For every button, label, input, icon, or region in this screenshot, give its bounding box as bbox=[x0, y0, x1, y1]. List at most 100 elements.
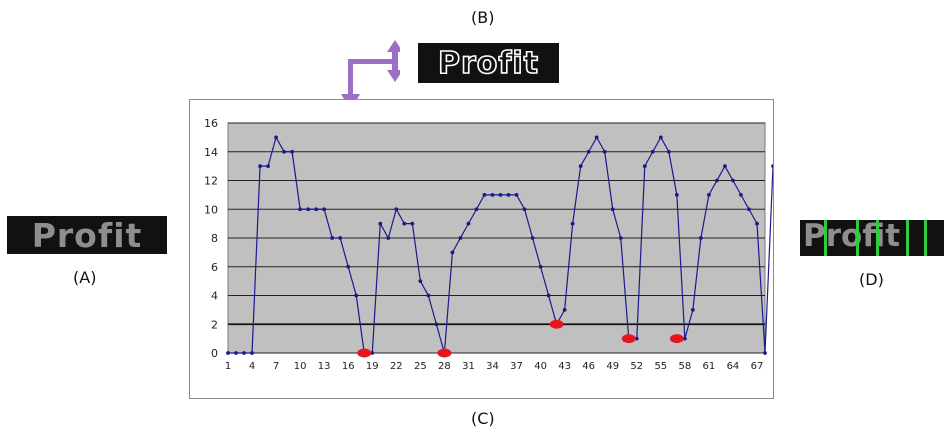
data-point bbox=[538, 264, 543, 269]
data-point bbox=[258, 164, 262, 169]
data-point bbox=[402, 221, 407, 226]
highlighted-point bbox=[669, 334, 684, 344]
x-tick-label: 34 bbox=[486, 361, 499, 372]
data-point bbox=[570, 221, 575, 226]
x-tick-label: 25 bbox=[414, 361, 427, 372]
data-point bbox=[771, 164, 775, 169]
x-tick-label: 49 bbox=[606, 361, 619, 372]
x-tick-label: 67 bbox=[751, 361, 764, 372]
x-tick-label: 16 bbox=[342, 361, 355, 372]
x-tick-label: 28 bbox=[438, 361, 451, 372]
data-point bbox=[490, 192, 495, 197]
data-point bbox=[306, 207, 311, 212]
data-point bbox=[474, 207, 479, 212]
data-point bbox=[650, 149, 655, 154]
x-tick-label: 10 bbox=[294, 361, 307, 372]
data-point bbox=[763, 351, 767, 355]
data-point bbox=[562, 307, 567, 312]
x-tick-label: 46 bbox=[582, 361, 595, 372]
word-b: Profit bbox=[418, 43, 559, 83]
y-tick-label: 14 bbox=[204, 146, 218, 159]
word-a: Profit bbox=[7, 216, 167, 255]
data-point bbox=[426, 293, 431, 298]
y-tick-label: 6 bbox=[211, 261, 218, 274]
segment-divider bbox=[906, 220, 909, 256]
data-point bbox=[282, 149, 287, 154]
data-point bbox=[450, 250, 455, 255]
x-tick-label: 52 bbox=[630, 361, 643, 372]
x-tick-label: 13 bbox=[318, 361, 331, 372]
split-arrow-icon bbox=[341, 40, 400, 108]
data-point bbox=[690, 307, 695, 312]
data-point bbox=[410, 221, 415, 226]
data-point bbox=[658, 135, 663, 140]
x-tick-label: 7 bbox=[273, 361, 279, 372]
x-tick-label: 55 bbox=[654, 361, 667, 372]
data-point bbox=[530, 236, 535, 240]
data-point bbox=[370, 351, 375, 355]
data-point bbox=[250, 351, 254, 355]
data-point bbox=[394, 207, 399, 212]
data-point bbox=[715, 178, 719, 183]
data-point bbox=[434, 322, 439, 327]
data-point bbox=[466, 221, 471, 226]
data-point bbox=[242, 351, 246, 355]
data-point bbox=[634, 336, 639, 341]
data-point bbox=[226, 351, 230, 355]
data-point bbox=[234, 351, 238, 355]
x-tick-label: 43 bbox=[558, 361, 571, 372]
label-c: (C) bbox=[471, 409, 495, 428]
y-tick-label: 2 bbox=[211, 318, 218, 331]
data-point bbox=[378, 221, 383, 226]
y-tick-label: 10 bbox=[204, 203, 218, 216]
data-point bbox=[546, 293, 551, 298]
x-tick-label: 22 bbox=[390, 361, 403, 372]
data-point bbox=[747, 207, 751, 212]
y-tick-label: 8 bbox=[211, 232, 218, 245]
label-a: (A) bbox=[73, 268, 97, 287]
x-tick-label: 1 bbox=[225, 361, 231, 372]
segment-divider bbox=[824, 220, 827, 256]
data-point bbox=[586, 149, 591, 154]
data-point bbox=[290, 149, 295, 154]
data-point bbox=[731, 178, 735, 183]
data-point bbox=[338, 236, 343, 240]
data-point bbox=[482, 192, 487, 197]
data-point bbox=[314, 207, 319, 212]
data-point bbox=[266, 164, 270, 169]
x-tick-label: 19 bbox=[366, 361, 379, 372]
chart-frame: 0 2 4 6 8 10 12 14 16 1 4 7 10 13 16 19 22 25 28 31 34 37 40 43… bbox=[189, 99, 775, 399]
y-tick-label: 4 bbox=[211, 290, 218, 303]
data-point bbox=[386, 236, 391, 240]
x-tick-label: 64 bbox=[727, 361, 740, 372]
segment-divider bbox=[856, 220, 859, 256]
segment-divider bbox=[876, 220, 879, 256]
data-point bbox=[354, 293, 359, 298]
data-point bbox=[610, 207, 615, 212]
data-point bbox=[514, 192, 519, 197]
segment-divider bbox=[924, 220, 927, 256]
data-point bbox=[330, 236, 335, 240]
data-point bbox=[498, 192, 503, 197]
x-tick-label: 37 bbox=[510, 361, 523, 372]
y-tick-label: 16 bbox=[204, 117, 218, 130]
data-point bbox=[418, 279, 423, 284]
data-point bbox=[682, 336, 687, 341]
data-point bbox=[706, 192, 711, 197]
data-point bbox=[322, 207, 327, 212]
data-point bbox=[723, 164, 727, 169]
x-tick-label: 61 bbox=[703, 361, 716, 372]
highlighted-point bbox=[621, 334, 636, 344]
x-tick-label: 31 bbox=[462, 361, 475, 372]
highlighted-point bbox=[549, 319, 564, 329]
highlighted-point bbox=[357, 348, 372, 358]
label-d: (D) bbox=[859, 270, 884, 289]
data-point bbox=[274, 135, 278, 140]
data-point bbox=[755, 221, 759, 226]
y-tick-label: 0 bbox=[211, 347, 218, 360]
x-tick-label: 58 bbox=[678, 361, 691, 372]
x-tick-label: 4 bbox=[249, 361, 255, 372]
data-point bbox=[578, 164, 583, 169]
label-b: (B) bbox=[471, 8, 495, 27]
